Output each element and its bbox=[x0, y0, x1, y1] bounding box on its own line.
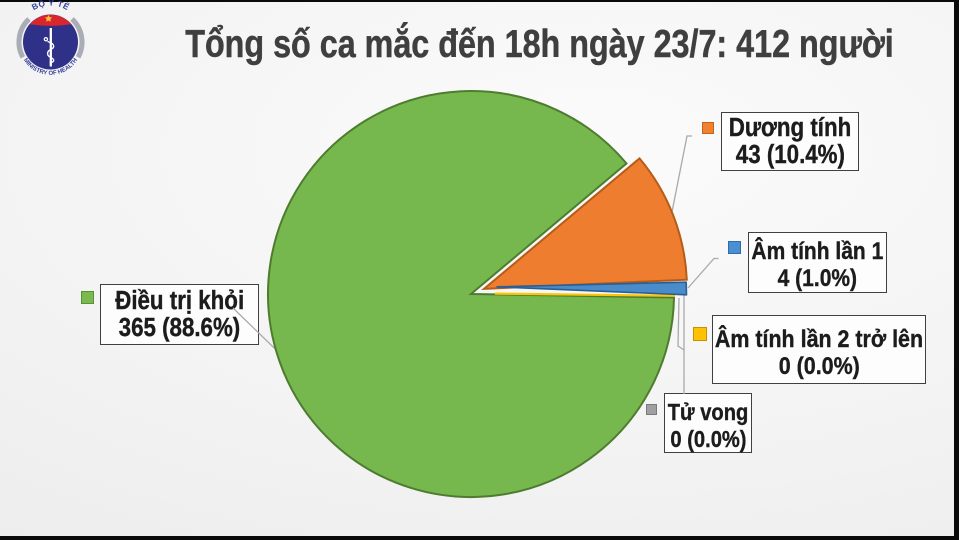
svg-text:BỘ Y TẾ: BỘ Y TẾ bbox=[30, 0, 71, 12]
